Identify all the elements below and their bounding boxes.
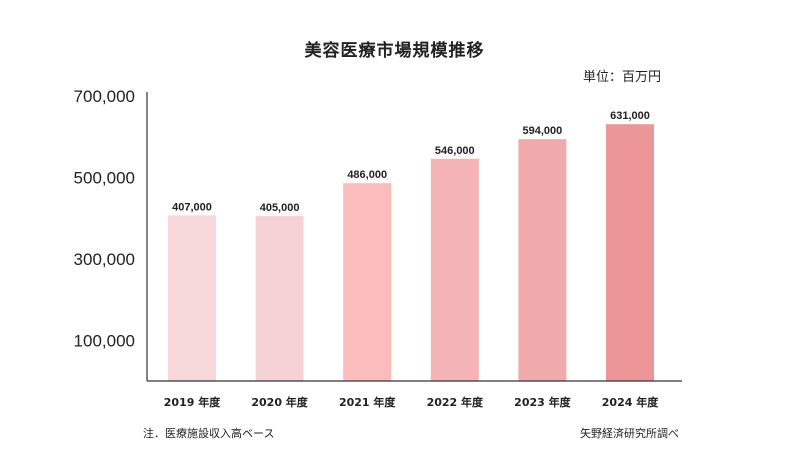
x-tick-label: 2020 年度 [251,395,308,409]
bar [518,139,567,381]
y-tick-label: 300,000 [74,250,135,269]
bar [606,124,654,381]
bar-value-label: 631,000 [610,110,650,122]
unit-label: 単位：百万円 [582,70,661,85]
bar-value-label: 486,000 [347,169,387,181]
bar [255,216,304,381]
x-tick-label: 2021 年度 [339,395,396,409]
bar-value-label: 594,000 [523,125,563,137]
y-tick-label: 700,000 [74,87,135,106]
bars [168,124,654,381]
bar [168,215,216,381]
x-tick-label: 2022 年度 [427,395,484,409]
bar-value-label: 546,000 [435,145,475,157]
category-labels: 2019 年度 2020 年度 2021 年度 2022 年度 2023 年度 2024 … [164,395,659,409]
bar [343,183,392,381]
value-labels: 407,000 405,000 486,000 546,000 594,000 631,0… [172,110,650,214]
chart-title: 美容医療市場規模推移 [304,41,485,61]
bar [430,158,479,381]
x-tick-label: 2024 年度 [602,395,659,409]
source-credit: 矢野経済研究所調べ [580,427,679,440]
bar-value-label: 407,000 [172,201,212,213]
y-axis-ticks: 100,000 300,000 500,000 700,000 [74,87,135,350]
footnote: 注．医療施設収入高ベース [143,427,275,440]
y-tick-label: 500,000 [74,168,135,187]
x-tick-label: 2023 年度 [514,395,571,409]
y-tick-label: 100,000 [74,331,135,350]
x-tick-label: 2019 年度 [164,395,221,409]
bar-value-label: 405,000 [260,202,300,214]
